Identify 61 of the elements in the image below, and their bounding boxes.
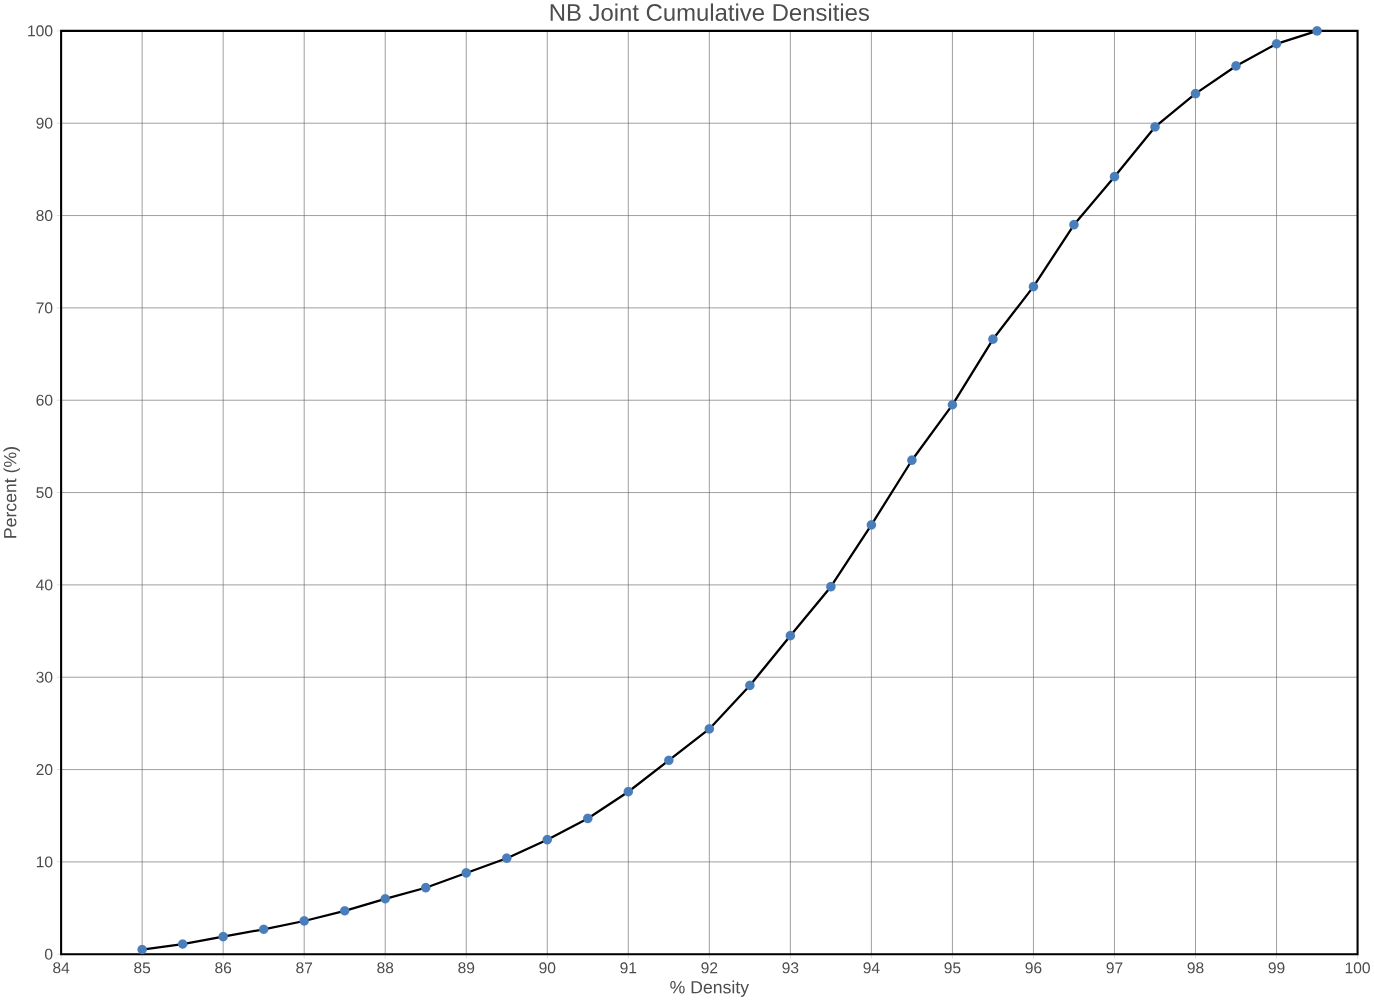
x-tick-label: 93 [782, 962, 799, 974]
point [421, 882, 431, 893]
point [826, 581, 836, 592]
x-tick-label: 86 [215, 962, 232, 974]
point [1271, 38, 1282, 49]
y-tick-label: 70 [36, 302, 53, 314]
x-tick-label: 96 [1025, 962, 1042, 974]
point [947, 399, 958, 410]
point [461, 868, 471, 878]
point [866, 519, 877, 530]
y-tick-label: 10 [36, 856, 53, 868]
y-tick-label: 50 [36, 486, 53, 498]
point [177, 939, 188, 949]
x-tick-label: 85 [134, 962, 151, 974]
x-tick-label: 94 [863, 962, 880, 974]
x-tick-label: 84 [53, 962, 70, 974]
y-axis-title: Percent (%) [3, 446, 20, 538]
x-tick-label: 99 [1268, 962, 1285, 974]
x-tick-label: 87 [296, 962, 313, 974]
y-tick-label: 80 [36, 209, 53, 221]
x-tick-label: 91 [620, 962, 637, 974]
y-tick-label: 0 [44, 948, 53, 960]
x-axis-title: % Density [670, 980, 750, 997]
point [1190, 88, 1201, 99]
x-tick-label: 98 [1187, 962, 1204, 974]
x-tick-label: 97 [1106, 962, 1123, 974]
x-tick-label: 89 [458, 962, 475, 974]
y-tick-label: 90 [36, 117, 53, 129]
y-tick-label: 20 [36, 763, 53, 775]
point [1312, 25, 1322, 36]
point [299, 916, 309, 926]
y-tick-label: 60 [36, 394, 53, 406]
point [988, 334, 998, 344]
point [1069, 219, 1079, 230]
point [785, 630, 796, 641]
point [623, 786, 634, 797]
point [1150, 121, 1160, 132]
point [218, 931, 228, 942]
point [907, 455, 917, 465]
chart-title: NB Joint Cumulative Densities [550, 3, 869, 21]
point [502, 853, 512, 863]
y-tick-label: 30 [36, 671, 53, 683]
point [583, 813, 593, 824]
x-tick-label: 100 [1345, 962, 1370, 974]
x-tick-label: 95 [944, 962, 961, 974]
point [380, 893, 390, 904]
point [704, 723, 715, 734]
point [137, 944, 147, 955]
point [745, 680, 755, 691]
x-tick-label: 90 [539, 962, 556, 974]
y-tick-label: 100 [28, 25, 53, 37]
point [1109, 171, 1120, 182]
point [1028, 281, 1039, 292]
x-tick-label: 88 [377, 962, 394, 974]
y-tick-label: 40 [36, 579, 53, 591]
point [339, 905, 350, 916]
point [258, 924, 269, 934]
x-tick-label: 92 [701, 962, 718, 974]
point [542, 834, 553, 845]
point [1231, 61, 1241, 71]
point [664, 755, 674, 765]
